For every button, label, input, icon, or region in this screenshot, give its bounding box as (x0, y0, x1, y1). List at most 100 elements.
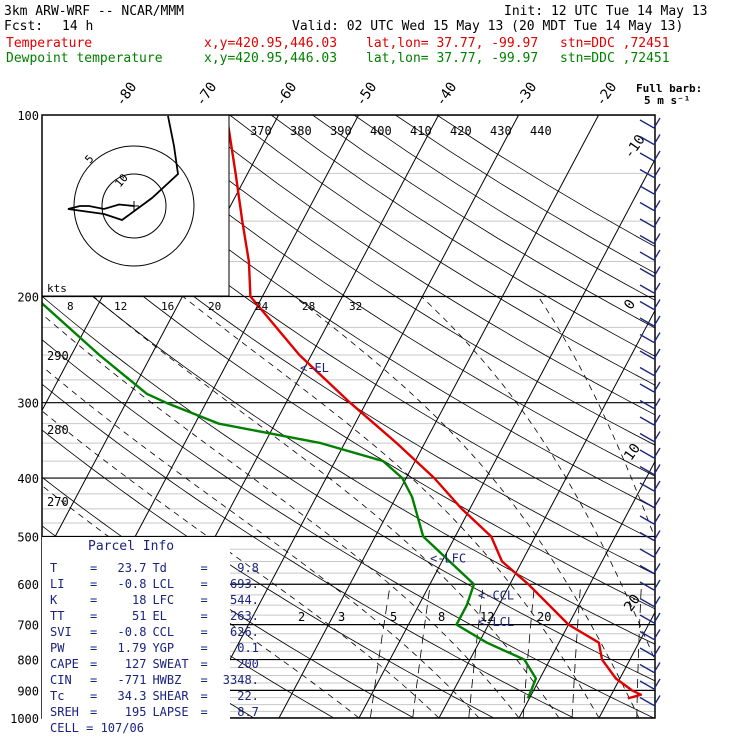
wind-barb (653, 596, 661, 607)
wind-barb (639, 564, 655, 575)
parcel-value: 626. (230, 625, 259, 639)
theta-label: 400 (370, 124, 392, 138)
legend-temperature-xy: x,y=420.95,446.03 (204, 36, 338, 51)
parcel-row: Tc = 34.3 SHEAR = 22. (50, 689, 259, 703)
wind-barb (653, 513, 661, 525)
wind-barb (639, 515, 655, 525)
dry-adiabat (42, 253, 655, 645)
wind-barb (653, 695, 661, 706)
wind-barb (639, 168, 655, 179)
wind-barb (653, 563, 661, 574)
wind-barb (653, 299, 661, 310)
wind-barb (639, 300, 655, 311)
parcel-label: YGP (152, 641, 175, 655)
hodograph-ring (101, 173, 167, 239)
moist-adiabat (42, 313, 520, 718)
pressure-axis-label: 400 (17, 472, 39, 486)
parcel-value: -0.8 (117, 577, 147, 591)
pressure-axis-label: 600 (17, 578, 39, 592)
parcel-label: SWEAT (152, 657, 189, 671)
wind-barb (639, 432, 655, 443)
wind-barb (639, 614, 655, 624)
dry-adiabat (42, 295, 655, 682)
wind-barb (639, 548, 655, 558)
wind-barb (639, 267, 655, 278)
hodograph-speed-tick: 32 (349, 300, 362, 313)
parcel-row: SREH = 195 LAPSE = 8.7 (50, 705, 259, 719)
wind-barb (639, 597, 655, 608)
parcel-label: SHEAR (152, 689, 189, 703)
dewpoint-profile (42, 301, 538, 699)
wind-barb (653, 464, 661, 475)
parcel-value: 22. (237, 689, 259, 703)
parcel-info-panel: Parcel Info T = 23.7 Td = 9.8 LI = -0.8 LCL = … (42, 537, 259, 737)
dry-adiabat (312, 115, 655, 329)
wind-barb (639, 630, 655, 641)
isotherm-label: -20 (593, 79, 621, 109)
isotherm-label: 10 (621, 441, 644, 464)
parcel-label: HWBZ (152, 673, 182, 687)
parcel-label: CCL (152, 625, 175, 639)
parcel-value: 693. (230, 577, 259, 591)
wind-barb (653, 447, 661, 459)
theta-label: 410 (410, 124, 432, 138)
forecast-label: Fcst: (4, 19, 44, 34)
wind-barb (653, 167, 661, 178)
mixing-ratio-line (468, 584, 484, 718)
isotherm-line (358, 158, 655, 718)
parcel-value: -0.8 (117, 625, 147, 639)
parcel-label: Tc (50, 689, 65, 703)
legend-dewpoint-xy: x,y=420.95,446.03 (204, 51, 338, 66)
wind-barb (639, 449, 655, 459)
parcel-row: T = 23.7 Td = 9.8 (50, 561, 259, 575)
parcel-info-title: Parcel Info (88, 539, 175, 554)
parcel-row: CIN = -771 HWBZ = 3348. (50, 673, 259, 687)
parcel-label: CIN (50, 673, 72, 687)
wind-barbs (639, 115, 661, 718)
wind-barb (639, 350, 655, 360)
dry-adiabat (42, 339, 654, 718)
isotherm-label: -40 (433, 79, 461, 109)
wind-barb (639, 696, 655, 707)
dry-adiabat (188, 115, 655, 416)
mixing-ratio-line (412, 584, 431, 718)
mixing-ratio-label: 2 (298, 610, 305, 624)
parcel-value: 8.7 (237, 705, 259, 719)
wind-barb (639, 234, 655, 245)
parcel-value: 263. (230, 609, 259, 623)
mixing-ratio-line (571, 584, 582, 718)
hodograph-units: kts (47, 282, 67, 295)
wind-barb (653, 266, 661, 277)
hodograph-ring (73, 145, 195, 267)
wind-barb (653, 381, 661, 393)
dry-adiabat (63, 115, 655, 509)
pressure-axis-label: 1000 (10, 712, 39, 726)
legend-dewpoint-station: stn=DDC ,72451 (560, 51, 670, 66)
parcel-value: 544. (230, 593, 259, 607)
isotherm-label: 20 (621, 592, 644, 615)
wind-barb (639, 482, 655, 492)
wind-barb (639, 201, 655, 212)
wind-barb (653, 662, 661, 673)
hodograph-inset: 105 (41, 114, 230, 297)
wind-barb (639, 647, 655, 657)
wind-barb (653, 348, 661, 360)
wind-barb (653, 233, 661, 244)
dry-adiabat (42, 132, 655, 542)
isotherm-label: -70 (193, 79, 221, 109)
wind-barb (639, 185, 655, 195)
isotherm-label: -30 (513, 79, 541, 109)
hodograph-speed-tick: 16 (161, 300, 174, 313)
isotherm-label: 0 (621, 297, 639, 313)
wind-barb (639, 119, 655, 129)
parcel-label: Td (152, 561, 167, 575)
legend-temperature-latlon: lat,lon= 37.77, -99.97 (366, 36, 539, 51)
parcel-row: TT = 51 EL = 263. (50, 609, 259, 623)
parcel-label: PW (50, 641, 65, 655)
parcel-label: SREH (50, 705, 79, 719)
wind-barb (653, 612, 661, 624)
hodograph-speed-tick: 20 (208, 300, 221, 313)
wind-barb (653, 216, 661, 228)
wind-barb (639, 663, 655, 674)
moist-adiabat (93, 296, 560, 718)
